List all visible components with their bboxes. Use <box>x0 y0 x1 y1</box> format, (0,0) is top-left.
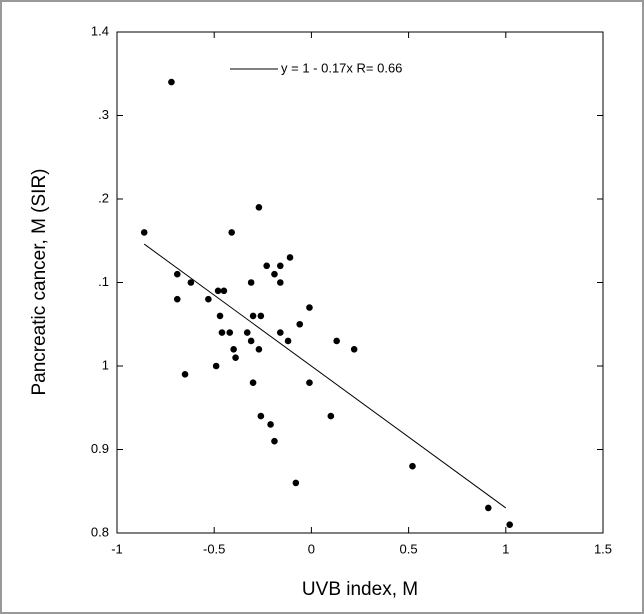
x-tick-label: 1 <box>502 541 509 556</box>
point <box>485 504 492 512</box>
x-tick-label: -0.5 <box>203 541 225 556</box>
point <box>271 270 278 278</box>
point <box>263 262 270 270</box>
point <box>243 329 251 336</box>
point <box>333 337 340 345</box>
point <box>292 479 300 487</box>
point <box>187 279 195 286</box>
point <box>327 412 335 420</box>
x-axis-title: UVB index, M <box>302 579 418 600</box>
point <box>173 270 181 278</box>
point <box>247 337 255 345</box>
point <box>214 287 222 295</box>
point <box>168 78 175 86</box>
point <box>218 329 226 336</box>
point <box>276 262 284 270</box>
point <box>226 329 234 336</box>
x-tick-label: 1.5 <box>594 541 612 556</box>
point <box>267 421 274 428</box>
point <box>249 379 257 387</box>
point <box>409 462 416 470</box>
point <box>306 379 313 387</box>
point <box>232 354 239 361</box>
legend-label: y = 1 - 0.17x R= 0.66 <box>281 60 402 75</box>
point <box>255 204 263 211</box>
point <box>506 521 513 528</box>
point <box>271 437 278 445</box>
y-tick-label: 1.4 <box>91 23 109 38</box>
y-tick-label: .1 <box>98 274 109 289</box>
point <box>257 312 265 320</box>
point <box>173 295 181 303</box>
y-tick-label: .3 <box>98 107 109 122</box>
point <box>296 320 304 328</box>
point <box>286 254 294 261</box>
y-axis-title: Pancreatic cancer, M (SIR) <box>29 168 50 395</box>
point <box>140 229 148 236</box>
point <box>284 337 292 345</box>
point <box>255 346 263 353</box>
x-tick-label: 0.5 <box>400 541 418 556</box>
point <box>306 304 313 311</box>
x-tick-label: 0 <box>308 541 315 556</box>
point <box>276 329 284 336</box>
point <box>181 371 189 378</box>
y-tick-label: 0.8 <box>91 524 109 539</box>
point <box>350 346 358 353</box>
point <box>205 295 212 303</box>
point <box>216 312 224 320</box>
point <box>247 279 255 286</box>
point <box>220 287 228 295</box>
y-tick-label: 1 <box>102 357 109 372</box>
y-tick-label: 0.9 <box>91 441 109 456</box>
x-tick-label: -1 <box>111 541 123 556</box>
fit-line <box>143 243 507 509</box>
point <box>230 346 237 353</box>
point <box>276 279 284 286</box>
y-tick-label: .2 <box>98 190 109 205</box>
point <box>228 229 235 236</box>
point <box>212 362 220 370</box>
point <box>257 412 265 420</box>
point <box>249 312 257 320</box>
